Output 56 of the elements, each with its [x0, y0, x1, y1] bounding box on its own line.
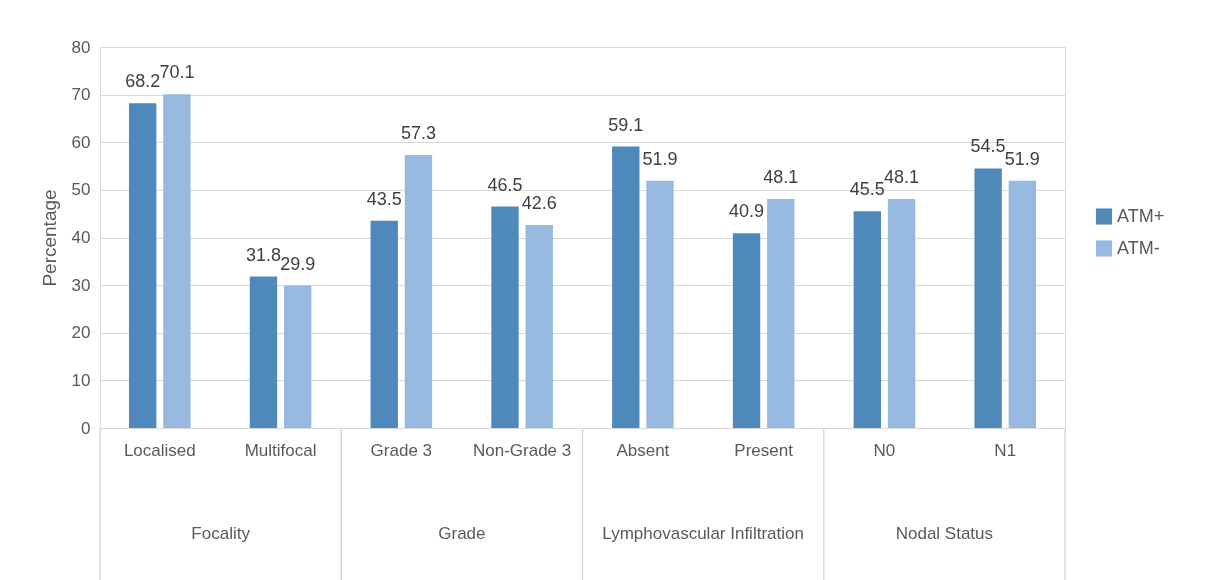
bar — [974, 168, 1002, 428]
bar — [853, 211, 882, 428]
text: Focality — [191, 524, 251, 543]
data-label: 45.5 — [849, 179, 885, 200]
y-tick-label: 0 — [81, 418, 91, 438]
bar — [404, 155, 433, 428]
data-label: 42.6 — [521, 193, 557, 214]
data-label: 48.1 — [884, 166, 920, 187]
data-label: 46.5 — [487, 174, 523, 195]
data-label: 59.1 — [608, 114, 644, 135]
bar — [732, 233, 761, 428]
y-tick-label: 10 — [71, 370, 91, 390]
legend-label: ATM- — [1117, 237, 1160, 258]
bar — [525, 225, 553, 428]
bar — [283, 285, 312, 428]
y-tick-label: 30 — [71, 275, 91, 295]
bar — [1008, 180, 1037, 428]
text: Grade — [438, 524, 486, 543]
bar — [646, 180, 674, 428]
x-tick-label: N0 — [873, 440, 896, 460]
x-tick-label: Grade 3 — [370, 440, 433, 460]
bar — [491, 206, 519, 428]
x-tick-label: Multifocal — [244, 440, 317, 460]
y-tick-label: 40 — [71, 228, 91, 247]
bar — [612, 146, 640, 428]
data-label: 51.9 — [642, 148, 678, 169]
x-tick-label: Present — [734, 440, 794, 460]
data-label: 54.5 — [970, 136, 1006, 157]
bar — [887, 198, 916, 428]
y-tick-label: 70 — [71, 85, 91, 105]
bar — [370, 220, 398, 428]
x-tick-label: Non-Grade 3 — [472, 440, 572, 460]
text: Nodal Status — [895, 524, 994, 543]
data-label: 43.5 — [366, 188, 402, 209]
bar — [767, 198, 795, 428]
data-label: 48.1 — [763, 166, 799, 187]
data-label: 51.9 — [1004, 148, 1040, 169]
data-label: 40.9 — [729, 201, 765, 222]
y-tick-label: 50 — [71, 180, 91, 200]
x-tick-label: Absent — [616, 440, 670, 460]
x-tick-label: N1 — [994, 440, 1017, 460]
data-label: 31.8 — [245, 244, 281, 265]
x-tick-label: Localised — [123, 440, 196, 460]
data-label: 57.3 — [400, 123, 436, 144]
data-label: 70.1 — [159, 62, 195, 83]
legend-label: ATM+ — [1117, 205, 1165, 226]
bar — [249, 276, 278, 428]
y-tick-label: 80 — [71, 37, 91, 57]
y-tick-label: 20 — [71, 323, 91, 343]
y-tick-label: 60 — [71, 132, 91, 152]
bar — [128, 103, 157, 428]
text: Lymphovascular Infiltration — [602, 524, 804, 543]
y-axis-title: Percentage — [38, 189, 60, 287]
data-label: 68.2 — [125, 71, 161, 92]
data-label: 29.9 — [280, 253, 316, 274]
bar — [163, 94, 191, 428]
